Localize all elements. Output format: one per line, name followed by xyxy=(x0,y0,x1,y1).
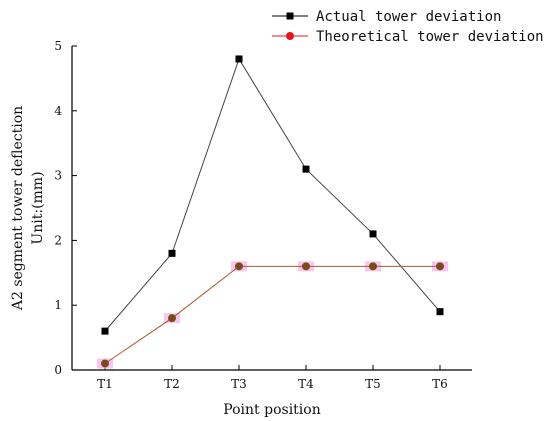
y-axis-title-line-2: Unit:(mm) xyxy=(30,171,46,244)
data-point-square xyxy=(369,230,377,238)
y-tick-label: 0 xyxy=(54,363,62,377)
data-point-circle xyxy=(235,262,243,271)
legend-marker-square xyxy=(286,12,294,20)
x-axis-title: Point position xyxy=(223,402,320,418)
y-tick-label: 3 xyxy=(54,169,62,183)
data-point-square xyxy=(101,327,109,335)
data-point-circle xyxy=(302,262,310,271)
y-tick-label: 2 xyxy=(54,233,62,247)
legend-label: Theoretical tower deviation xyxy=(316,29,544,45)
legend: Actual tower deviation Theoretical tower … xyxy=(272,9,544,45)
data-point-square xyxy=(436,308,444,316)
x-tick-label: T5 xyxy=(365,377,381,391)
series-line xyxy=(104,265,440,364)
data-point-circle xyxy=(436,262,444,271)
x-tick-label: T1 xyxy=(97,377,113,391)
y-axis-title-line-1: A2 segment tower deflection xyxy=(10,106,26,311)
x-tick-label: T3 xyxy=(231,377,247,391)
x-tick-label: T4 xyxy=(298,377,314,391)
legend-label: Actual tower deviation xyxy=(316,9,501,25)
x-tick-label: T6 xyxy=(432,377,448,391)
data-point-circle xyxy=(168,314,176,323)
data-point-square xyxy=(235,55,243,63)
legend-marker-circle xyxy=(286,32,294,40)
y-tick-label: 4 xyxy=(54,104,62,118)
data-point-circle xyxy=(369,262,377,271)
y-tick-label: 5 xyxy=(54,39,62,53)
series-line xyxy=(104,57,441,332)
y-tick-label: 1 xyxy=(54,298,62,312)
series-layer xyxy=(97,55,448,369)
data-point-square xyxy=(302,165,310,173)
axes: 0 1 2 3 4 5 T1 T2 T3 T4 T5 T6 xyxy=(54,39,472,391)
data-point-circle xyxy=(101,359,109,368)
x-tick-label: T2 xyxy=(164,377,180,391)
data-point-square xyxy=(168,249,176,257)
